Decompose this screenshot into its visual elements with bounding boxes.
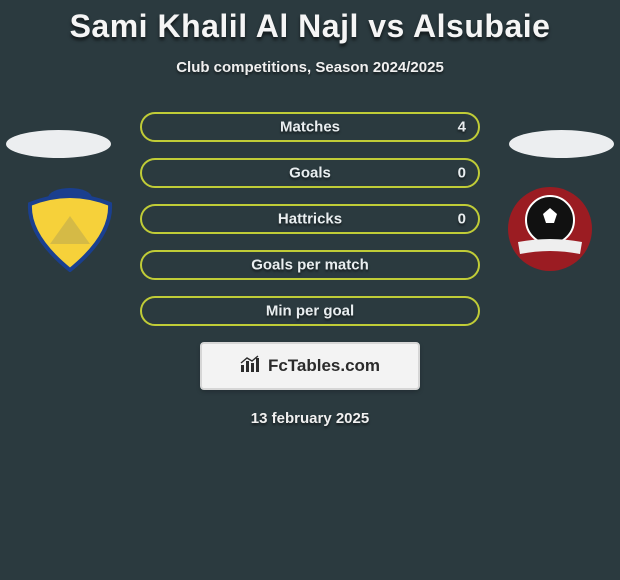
stat-label: Hattricks: [278, 211, 342, 228]
stat-value-right: 0: [458, 211, 466, 228]
stat-label: Matches: [280, 119, 340, 136]
stat-pill: Goals per match: [140, 250, 480, 280]
page-subtitle: Club competitions, Season 2024/2025: [0, 59, 620, 76]
stat-value-right: 0: [458, 165, 466, 182]
stat-pill: Min per goal: [140, 296, 480, 326]
stat-value-right: 4: [458, 119, 466, 136]
brand-box: FcTables.com: [200, 342, 420, 390]
stat-pill: Goals 0: [140, 158, 480, 188]
stat-pill: Hattricks 0: [140, 204, 480, 234]
club-logo-left: [20, 186, 120, 272]
stat-row: Hattricks 0: [140, 204, 480, 234]
stat-label: Goals per match: [251, 257, 369, 274]
bar-chart-icon: [240, 355, 262, 378]
player-photo-right: [509, 130, 614, 158]
stat-row: Goals 0: [140, 158, 480, 188]
stat-pill: Matches 4: [140, 112, 480, 142]
brand-text: FcTables.com: [268, 356, 380, 376]
stat-row: Min per goal: [140, 296, 480, 326]
stat-label: Min per goal: [266, 303, 354, 320]
stat-row: Matches 4: [140, 112, 480, 142]
club-logo-right: [500, 186, 600, 272]
page-title: Sami Khalil Al Najl vs Alsubaie: [0, 8, 620, 45]
stat-row: Goals per match: [140, 250, 480, 280]
player-photo-left: [6, 130, 111, 158]
stat-label: Goals: [289, 165, 331, 182]
date-text: 13 february 2025: [0, 410, 620, 427]
